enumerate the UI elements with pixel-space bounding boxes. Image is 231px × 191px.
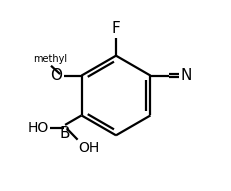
Text: O: O <box>50 68 62 83</box>
Text: HO: HO <box>28 121 49 135</box>
Text: N: N <box>180 68 191 83</box>
Text: B: B <box>60 126 70 141</box>
Text: methyl: methyl <box>33 54 67 64</box>
Text: F: F <box>111 21 120 36</box>
Text: OH: OH <box>78 141 99 155</box>
